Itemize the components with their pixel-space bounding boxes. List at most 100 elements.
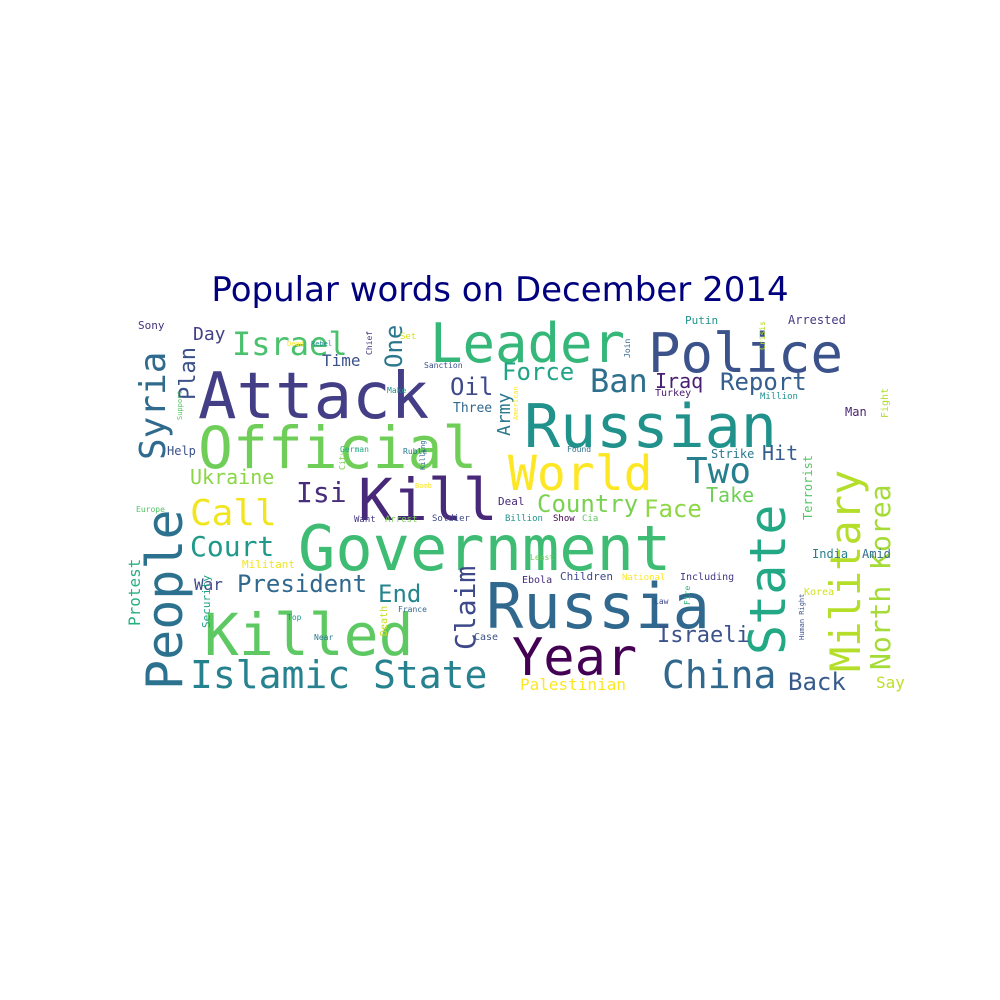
word-say: Say	[876, 673, 905, 692]
word-want: Want	[354, 515, 376, 525]
word-year: Year	[512, 628, 637, 688]
word-hit: Hit	[762, 441, 798, 465]
word-case: Case	[474, 632, 498, 643]
word-top: Top	[287, 613, 302, 622]
word-billion: Billion	[505, 514, 543, 524]
word-set: Set	[400, 332, 416, 342]
word-help: Help	[167, 444, 196, 458]
word-putin: Putin	[685, 314, 718, 327]
word-protest: Protest	[125, 559, 144, 626]
word-korea: Korea	[804, 587, 834, 598]
word-police: Police	[648, 322, 843, 385]
word-join: Join	[623, 339, 632, 358]
word-report: Report	[720, 368, 807, 396]
word-sanction: Sanction	[424, 361, 463, 370]
word-strike: Strike	[711, 447, 754, 461]
word-one: One	[380, 325, 408, 368]
word-military: Military	[821, 470, 870, 672]
word-soldier: Soldier	[432, 514, 471, 524]
word-claim: Claim	[449, 566, 482, 650]
word-war: War	[194, 575, 223, 594]
word-world: World	[508, 446, 653, 502]
word-ebola: Ebola	[522, 575, 552, 586]
word-american: American	[512, 386, 520, 420]
word-three: Three	[453, 401, 492, 416]
word-chief: Chief	[365, 331, 374, 355]
word-face: Face	[644, 495, 702, 523]
word-india: India	[812, 547, 848, 561]
word-army: Army	[494, 392, 515, 436]
word-ban: Ban	[590, 362, 648, 400]
word-israeli: Israeli	[657, 623, 750, 648]
word-show: Show	[553, 514, 575, 524]
word-isi: Isi	[296, 476, 347, 509]
word-syria: Syria	[133, 352, 174, 460]
word-near: Near	[314, 633, 333, 642]
word-amid: Amid	[862, 547, 891, 561]
word-human-right: Human Right	[798, 594, 806, 640]
word-make: Make	[387, 386, 406, 395]
word-found: Found	[567, 445, 591, 454]
word-sony: Sony	[138, 319, 165, 332]
word-bomb: Bomb	[415, 482, 432, 490]
word-attack: Attack	[198, 360, 429, 434]
word-china: China	[662, 653, 776, 697]
word-including: Including	[680, 572, 734, 583]
word-children: Children	[560, 570, 613, 583]
word-time: Time	[322, 351, 361, 370]
word-people: People	[136, 509, 194, 690]
word-force: Force	[502, 358, 574, 386]
word-fight: Fight	[880, 388, 891, 418]
word-israel: Israel	[232, 325, 348, 363]
word-day: Day	[193, 324, 226, 345]
word-death: Death	[379, 606, 390, 636]
word-back: Back	[788, 668, 846, 696]
word-fire: Fire	[683, 586, 692, 605]
word-official: Official	[198, 414, 477, 482]
word-arrested: Arrested	[788, 313, 846, 327]
word-law: Law	[654, 597, 669, 606]
word-least: Least	[530, 553, 554, 562]
word-russian: Russian	[524, 392, 777, 462]
word-france: France	[398, 605, 427, 614]
word-iraq: Iraq	[655, 369, 703, 393]
word-turkey: Turkey	[655, 388, 691, 399]
word-president: President	[237, 570, 367, 598]
chart-title: Popular words on December 2014	[211, 270, 789, 310]
word-two: Two	[686, 451, 751, 492]
word-killed: Killed	[204, 601, 414, 669]
word-oil: Oil	[450, 373, 493, 401]
word-terrorist: Terrorist	[801, 455, 815, 520]
word-ruble: Ruble	[403, 447, 427, 456]
word-national: National	[622, 573, 665, 583]
word-court: Court	[190, 530, 274, 563]
word-islamic-state: Islamic State	[190, 653, 487, 697]
word-russia: Russia	[486, 570, 710, 643]
word-cia: Cia	[582, 514, 598, 524]
word-north-korea: North Korea	[864, 485, 897, 670]
word-crisis: Crisis	[758, 321, 767, 350]
word-man: Man	[845, 405, 867, 419]
word-city: City	[338, 451, 347, 470]
word-plan: Plan	[176, 347, 201, 400]
word-call: Call	[190, 493, 277, 534]
word-security: Security	[200, 575, 213, 628]
word-dead: Dead	[287, 340, 304, 348]
word-kill: Kill	[358, 466, 498, 534]
word-deal: Deal	[498, 495, 525, 508]
word-ukraine: Ukraine	[190, 465, 274, 489]
word-arrest: Arrest	[385, 515, 418, 525]
word-state: State	[739, 504, 797, 655]
word-leader: Leader	[430, 312, 625, 375]
word-support: Support	[176, 390, 184, 420]
word-killing: Killing	[419, 440, 427, 470]
word-rebel: Rebel	[311, 340, 332, 348]
word-militant: Militant	[242, 558, 295, 571]
word-german: German	[340, 445, 369, 454]
word-take: Take	[706, 483, 754, 507]
word-palestinian: Palestinian	[520, 675, 626, 694]
word-end: End	[378, 580, 421, 608]
word-million: Million	[760, 392, 798, 402]
